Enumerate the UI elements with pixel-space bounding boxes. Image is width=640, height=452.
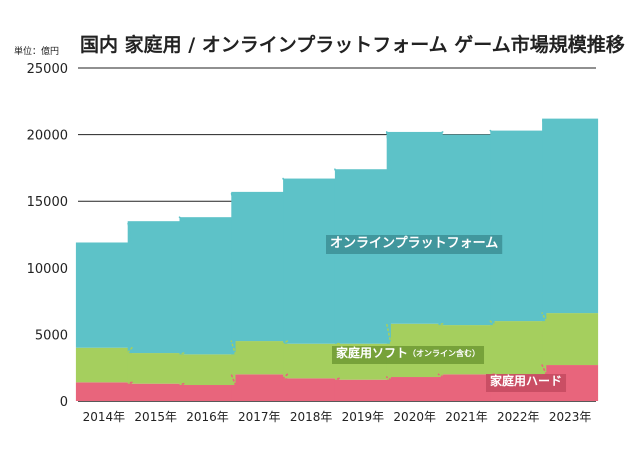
trend-segment-1-6 [437,322,444,326]
trend-segment-1-7 [489,320,496,326]
series-label-hardware-text: 家庭用ハード [490,373,562,388]
trend-segment-0-3 [282,373,289,380]
trend-segment-1-8 [541,312,548,322]
series-label-online: オンラインプラットフォーム [326,235,503,254]
y-tick-label: 0 [60,395,68,410]
series-label-software-bg [332,346,485,364]
bar-0-5 [334,379,391,401]
trend-segment-2-2 [230,191,237,218]
trend-segment-2-5 [385,131,392,171]
trend-segment-2-6 [437,131,444,136]
trend-segment-1-1 [178,352,185,356]
bar-2-2 [179,217,236,355]
trend-segment-0-1 [178,382,185,386]
bar-0-7 [438,374,495,401]
x-tick-label: 2014年 [83,410,126,424]
series-label-hardware: 家庭用ハード [486,373,567,392]
trend-segment-2-7 [489,129,496,136]
trend-segment-2-0 [126,220,133,244]
bar-2-6 [386,131,443,324]
bar-2-7 [438,134,495,326]
bar-0-6 [386,377,443,401]
series-label-software-note: （オンライン含む） [408,348,480,358]
x-tick-label: 2016年 [186,410,229,424]
x-tick-label: 2022年 [497,410,540,424]
bar-1-4 [283,343,340,379]
x-tick-label: 2019年 [342,410,385,424]
trend-segment-0-2 [230,373,237,386]
chart-title: 国内 家庭用 / オンラインプラットフォーム ゲーム市場規模推移 [80,34,625,56]
y-tick-label: 10000 [27,262,68,277]
trend-segment-0-6 [437,373,444,378]
bar-2-1 [127,221,184,354]
bar-0-3 [231,374,288,401]
trend-segment-0-4 [334,377,340,381]
bar-2-8 [490,130,547,322]
trend-segment-1-0 [126,346,133,354]
trend-segment-1-3 [282,340,289,345]
y-tick-label: 5000 [35,328,68,343]
bar-1-9 [542,313,599,366]
x-tick-label: 2023年 [549,410,592,424]
bar-0-2 [179,385,236,401]
series-label-software: 家庭用ソフト（オンライン含む） [332,345,485,364]
series-label-hardware-bg [486,374,567,392]
bar-2-9 [542,118,599,314]
y-tick-label: 20000 [27,129,68,144]
series-label-online-text: オンラインプラットフォーム [330,236,498,251]
x-tick-label: 2020年 [393,410,436,424]
bar-2-0 [75,242,132,348]
x-tick-label: 2015年 [134,410,177,424]
bar-1-2 [179,354,236,386]
trend-segment-2-4 [334,168,340,180]
y-tick-label: 25000 [27,62,68,77]
bar-1-1 [127,353,184,384]
trend-segment-1-5 [385,322,392,345]
trend-segment-2-8 [541,117,548,132]
bar-2-3 [231,191,288,342]
bar-1-3 [231,341,288,375]
bar-2-5 [334,169,391,344]
x-tick-label: 2018年 [290,410,333,424]
trend-segment-0-8 [541,364,548,376]
series-label-online-bg [326,235,503,254]
bar-1-8 [490,321,547,375]
x-tick-label: 2017年 [238,410,281,424]
bar-2-4 [283,178,340,344]
unit-label: 単位：億円 [14,47,60,57]
trend-segment-0-5 [385,376,392,381]
bar-0-1 [127,383,184,401]
y-tick-label: 15000 [27,195,68,210]
x-tick-label: 2021年 [445,410,488,424]
bar-0-0 [75,382,132,401]
bar-0-4 [283,378,340,401]
bar-1-0 [75,347,132,383]
trend-segment-2-1 [178,216,185,222]
trend-segment-0-0 [126,381,133,385]
series-label-software-text: 家庭用ソフト（オンライン含む） [336,345,480,360]
